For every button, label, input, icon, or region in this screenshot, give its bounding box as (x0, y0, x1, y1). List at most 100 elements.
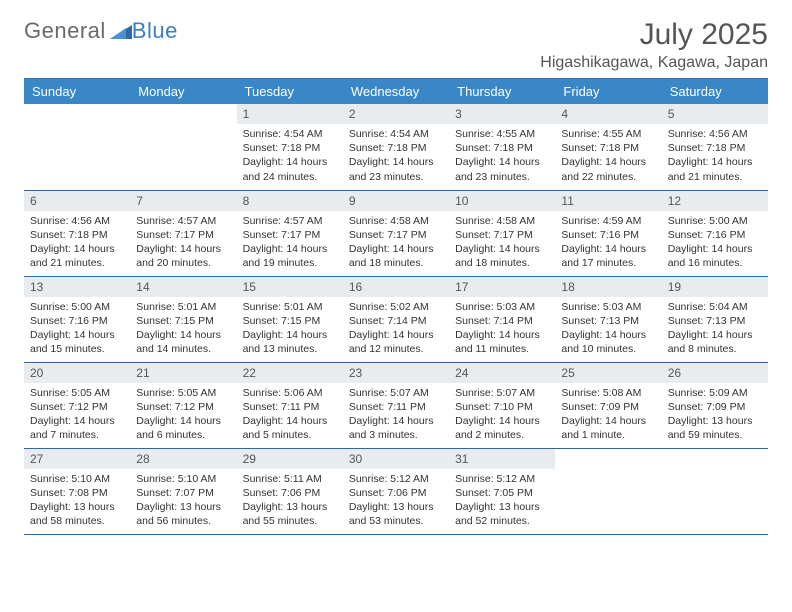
calendar-week-row: 27Sunrise: 5:10 AMSunset: 7:08 PMDayligh… (24, 448, 768, 534)
day-text-line: Sunset: 7:12 PM (30, 400, 124, 414)
day-text-line: Sunset: 7:08 PM (30, 486, 124, 500)
day-text-line: and 23 minutes. (349, 170, 443, 184)
day-text-line: Sunset: 7:09 PM (668, 400, 762, 414)
day-text-line: Daylight: 13 hours (30, 500, 124, 514)
calendar-cell: 16Sunrise: 5:02 AMSunset: 7:14 PMDayligh… (343, 276, 449, 362)
day-number: 25 (555, 363, 661, 383)
brand-word-1: General (24, 18, 106, 44)
day-text-line: Daylight: 14 hours (561, 328, 655, 342)
calendar-cell: 3Sunrise: 4:55 AMSunset: 7:18 PMDaylight… (449, 104, 555, 190)
day-number: 31 (449, 449, 555, 469)
calendar-cell: 21Sunrise: 5:05 AMSunset: 7:12 PMDayligh… (130, 362, 236, 448)
day-text-line: Sunset: 7:17 PM (136, 228, 230, 242)
day-number: 8 (237, 191, 343, 211)
day-text-line: Sunrise: 4:54 AM (243, 127, 337, 141)
day-text-line: Sunrise: 4:54 AM (349, 127, 443, 141)
calendar-cell: 29Sunrise: 5:11 AMSunset: 7:06 PMDayligh… (237, 448, 343, 534)
day-text-line: Sunset: 7:14 PM (455, 314, 549, 328)
weekday-header: Tuesday (237, 79, 343, 104)
day-text: Sunrise: 5:00 AMSunset: 7:16 PMDaylight:… (662, 211, 768, 275)
day-number: 6 (24, 191, 130, 211)
day-text-line: and 56 minutes. (136, 514, 230, 528)
day-text-line: and 8 minutes. (668, 342, 762, 356)
calendar-cell: 10Sunrise: 4:58 AMSunset: 7:17 PMDayligh… (449, 190, 555, 276)
day-text-line: Sunset: 7:14 PM (349, 314, 443, 328)
day-text-line: and 3 minutes. (349, 428, 443, 442)
day-text-line: Sunrise: 4:57 AM (243, 214, 337, 228)
day-text-line: Sunset: 7:17 PM (349, 228, 443, 242)
day-text-line: Sunrise: 4:55 AM (561, 127, 655, 141)
calendar-week-row: 6Sunrise: 4:56 AMSunset: 7:18 PMDaylight… (24, 190, 768, 276)
day-text-line: Daylight: 14 hours (243, 155, 337, 169)
day-number: 4 (555, 104, 661, 124)
day-text-line: Sunset: 7:11 PM (349, 400, 443, 414)
day-number: 1 (237, 104, 343, 124)
day-text-line: Sunrise: 5:10 AM (136, 472, 230, 486)
day-text-line: Sunrise: 5:05 AM (136, 386, 230, 400)
day-text-line: Daylight: 14 hours (30, 328, 124, 342)
calendar-cell: 24Sunrise: 5:07 AMSunset: 7:10 PMDayligh… (449, 362, 555, 448)
day-text-line: Sunrise: 5:12 AM (455, 472, 549, 486)
day-text-line: and 11 minutes. (455, 342, 549, 356)
day-text-line: and 22 minutes. (561, 170, 655, 184)
day-text: Sunrise: 5:08 AMSunset: 7:09 PMDaylight:… (555, 383, 661, 447)
day-text: Sunrise: 4:57 AMSunset: 7:17 PMDaylight:… (237, 211, 343, 275)
day-text-line: Daylight: 14 hours (243, 414, 337, 428)
day-number: 17 (449, 277, 555, 297)
day-text-line: and 59 minutes. (668, 428, 762, 442)
calendar-cell: 14Sunrise: 5:01 AMSunset: 7:15 PMDayligh… (130, 276, 236, 362)
calendar-cell: 20Sunrise: 5:05 AMSunset: 7:12 PMDayligh… (24, 362, 130, 448)
day-number: 23 (343, 363, 449, 383)
calendar-body: 1Sunrise: 4:54 AMSunset: 7:18 PMDaylight… (24, 104, 768, 534)
calendar-cell: 4Sunrise: 4:55 AMSunset: 7:18 PMDaylight… (555, 104, 661, 190)
day-text-line: Sunset: 7:06 PM (243, 486, 337, 500)
brand-word-2: Blue (132, 18, 178, 44)
calendar-week-row: 1Sunrise: 4:54 AMSunset: 7:18 PMDaylight… (24, 104, 768, 190)
day-text-line: Sunrise: 5:03 AM (561, 300, 655, 314)
day-text-line: Sunrise: 5:09 AM (668, 386, 762, 400)
day-text-line: Sunset: 7:18 PM (243, 141, 337, 155)
day-text-line: Daylight: 14 hours (455, 155, 549, 169)
day-text-line: Sunset: 7:17 PM (455, 228, 549, 242)
calendar-cell (130, 104, 236, 190)
calendar-cell: 1Sunrise: 4:54 AMSunset: 7:18 PMDaylight… (237, 104, 343, 190)
day-text: Sunrise: 5:02 AMSunset: 7:14 PMDaylight:… (343, 297, 449, 361)
day-text-line: Daylight: 14 hours (455, 242, 549, 256)
weekday-header: Sunday (24, 79, 130, 104)
day-text-line: Daylight: 14 hours (136, 242, 230, 256)
day-text: Sunrise: 4:54 AMSunset: 7:18 PMDaylight:… (237, 124, 343, 188)
day-text-line: Daylight: 13 hours (243, 500, 337, 514)
day-number: 30 (343, 449, 449, 469)
day-text-line: Sunrise: 5:11 AM (243, 472, 337, 486)
day-text-line: Daylight: 14 hours (561, 242, 655, 256)
day-text-line: Sunset: 7:18 PM (349, 141, 443, 155)
calendar-cell: 18Sunrise: 5:03 AMSunset: 7:13 PMDayligh… (555, 276, 661, 362)
day-text: Sunrise: 5:12 AMSunset: 7:06 PMDaylight:… (343, 469, 449, 533)
day-text-line: Sunset: 7:10 PM (455, 400, 549, 414)
calendar-cell (555, 448, 661, 534)
day-text-line: Sunrise: 5:08 AM (561, 386, 655, 400)
day-text-line: Sunset: 7:16 PM (668, 228, 762, 242)
day-text: Sunrise: 5:06 AMSunset: 7:11 PMDaylight:… (237, 383, 343, 447)
brand-logo: General Blue (24, 18, 178, 44)
calendar-cell: 30Sunrise: 5:12 AMSunset: 7:06 PMDayligh… (343, 448, 449, 534)
triangle-icon (110, 23, 132, 39)
day-text-line: Sunrise: 5:02 AM (349, 300, 443, 314)
calendar-cell: 19Sunrise: 5:04 AMSunset: 7:13 PMDayligh… (662, 276, 768, 362)
day-number: 14 (130, 277, 236, 297)
day-text-line: Sunset: 7:13 PM (561, 314, 655, 328)
day-text-line: Sunrise: 5:04 AM (668, 300, 762, 314)
day-text-line: Sunrise: 4:55 AM (455, 127, 549, 141)
day-number: 16 (343, 277, 449, 297)
day-number: 24 (449, 363, 555, 383)
day-number: 7 (130, 191, 236, 211)
location-text: Higashikagawa, Kagawa, Japan (540, 54, 768, 72)
day-text-line: Daylight: 14 hours (561, 414, 655, 428)
day-text-line: Daylight: 14 hours (668, 242, 762, 256)
day-text: Sunrise: 5:03 AMSunset: 7:14 PMDaylight:… (449, 297, 555, 361)
day-text-line: and 58 minutes. (30, 514, 124, 528)
calendar-cell: 26Sunrise: 5:09 AMSunset: 7:09 PMDayligh… (662, 362, 768, 448)
day-text: Sunrise: 5:01 AMSunset: 7:15 PMDaylight:… (130, 297, 236, 361)
day-text-line: and 13 minutes. (243, 342, 337, 356)
day-text: Sunrise: 5:09 AMSunset: 7:09 PMDaylight:… (662, 383, 768, 447)
